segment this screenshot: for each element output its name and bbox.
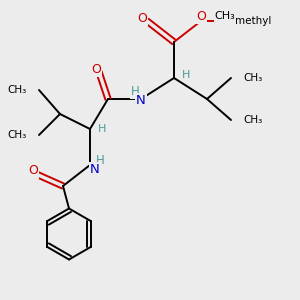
Text: N: N bbox=[136, 94, 146, 107]
Text: CH₃: CH₃ bbox=[214, 11, 236, 22]
Text: O: O bbox=[91, 62, 101, 76]
Text: CH₃: CH₃ bbox=[8, 130, 27, 140]
Text: O: O bbox=[196, 10, 206, 23]
Text: CH₃: CH₃ bbox=[8, 85, 27, 95]
Text: N: N bbox=[90, 163, 99, 176]
Text: H: H bbox=[96, 154, 105, 167]
Text: CH₃: CH₃ bbox=[243, 115, 262, 125]
Text: H: H bbox=[182, 70, 190, 80]
Text: CH₃: CH₃ bbox=[243, 73, 262, 83]
Text: H: H bbox=[98, 124, 106, 134]
Text: O: O bbox=[138, 11, 147, 25]
Text: H: H bbox=[131, 85, 140, 98]
Text: methyl: methyl bbox=[236, 16, 272, 26]
Text: O: O bbox=[28, 164, 38, 178]
